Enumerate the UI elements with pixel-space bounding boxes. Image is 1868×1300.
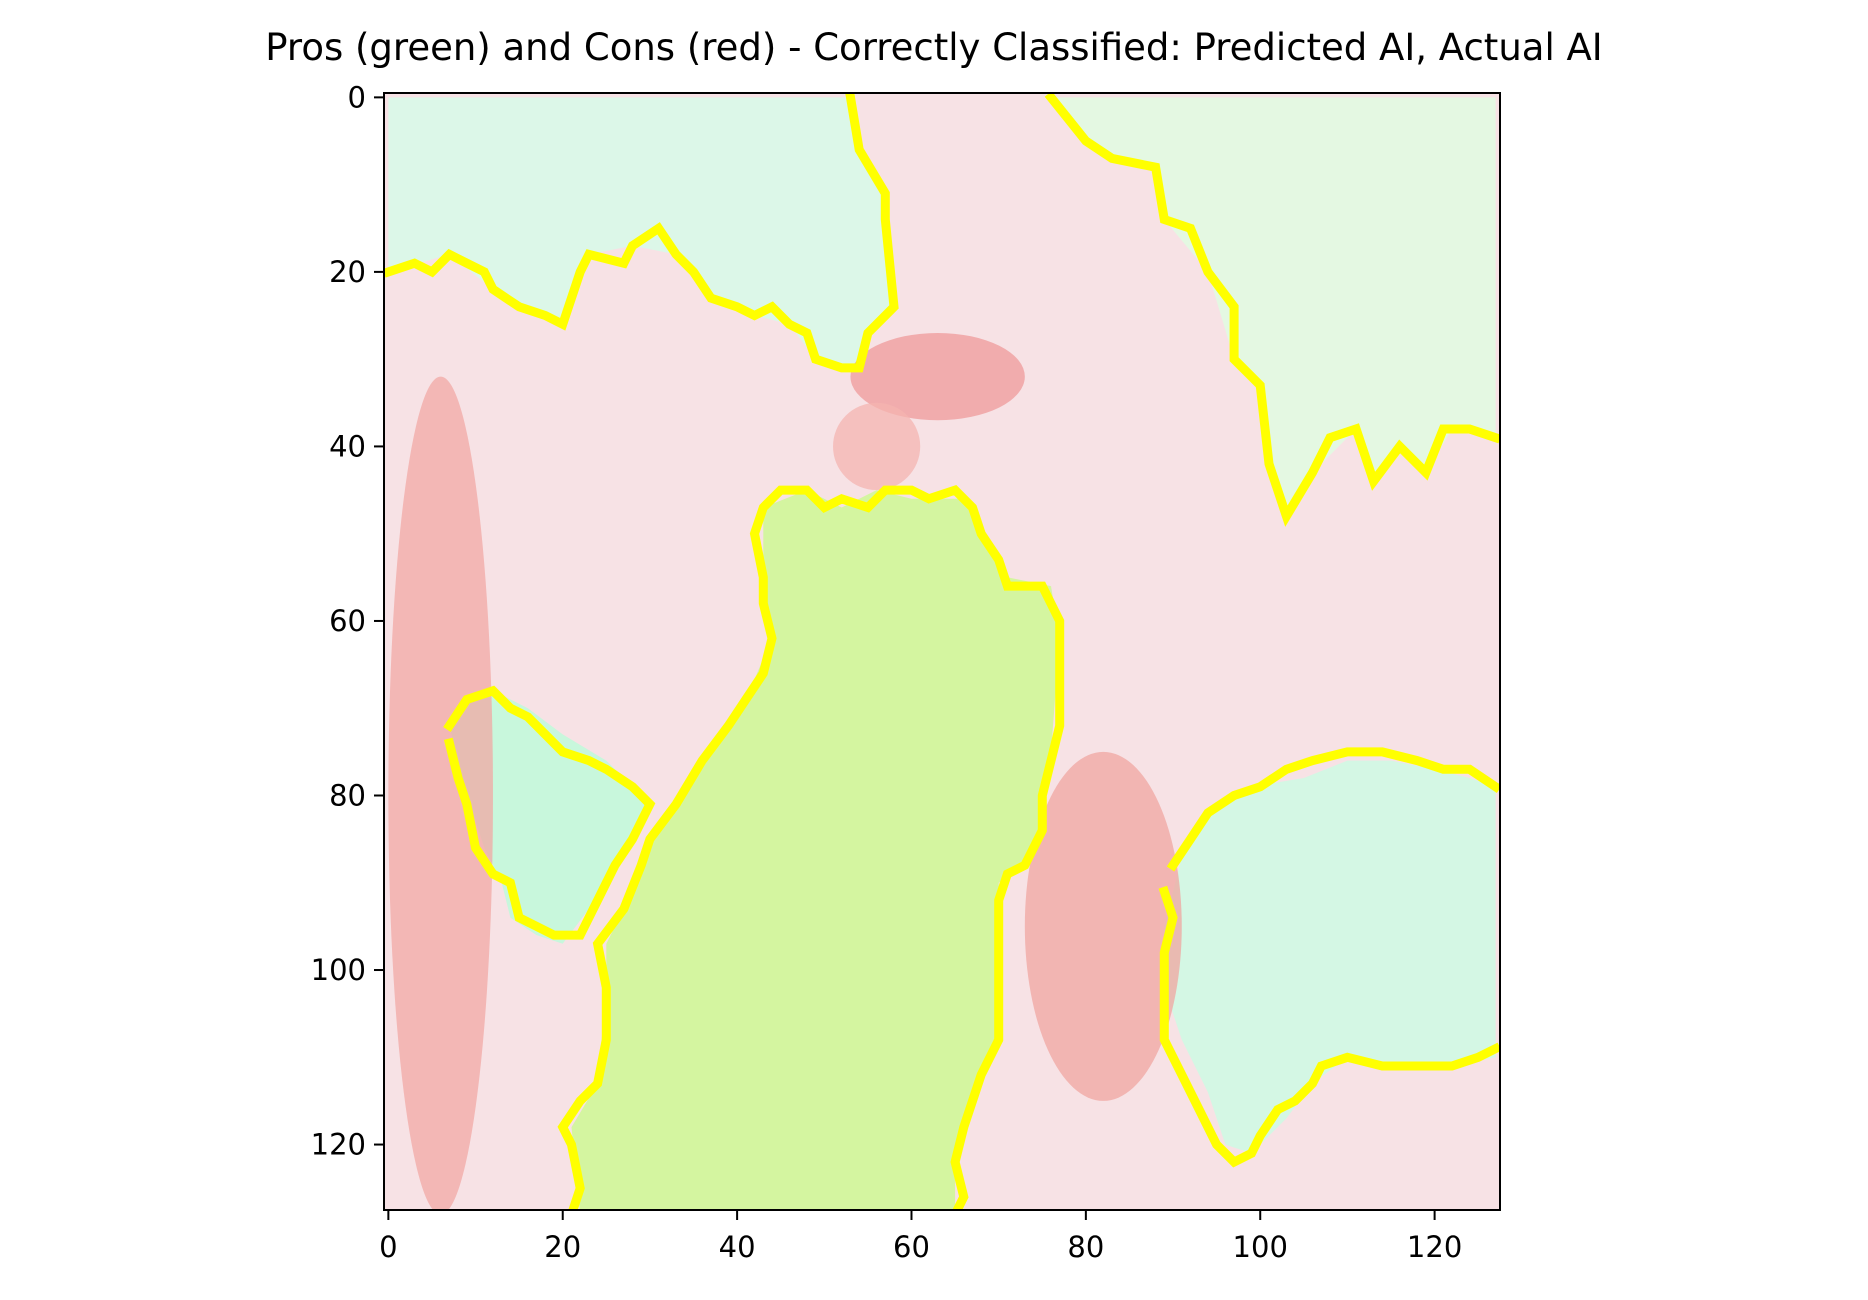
x-tick-label: 80 — [1067, 1230, 1104, 1264]
boundary-lower-right — [1166, 747, 1500, 872]
boundary-upper-left — [384, 93, 899, 373]
boundary-lower-right-lower — [1158, 885, 1500, 1168]
x-tick-label: 40 — [719, 1230, 756, 1264]
x-tick-label: 60 — [893, 1230, 930, 1264]
feature-left-tree-trunk — [388, 376, 493, 1210]
x-tick-label: 120 — [1407, 1230, 1462, 1264]
y-tick-label: 20 — [329, 255, 366, 289]
y-axis: 0 20 40 60 80 100 120 — [311, 80, 384, 1162]
region-lower-left-patch — [449, 690, 650, 944]
plot-frame — [383, 92, 1501, 1211]
y-tick-label: 60 — [329, 604, 366, 638]
x-tick-label: 20 — [544, 1230, 581, 1264]
y-tick-label: 80 — [329, 778, 366, 812]
boundary-lower-left — [443, 685, 656, 940]
feature-child-figure — [1024, 751, 1182, 1101]
feature-face — [833, 402, 921, 491]
x-tick-label: 0 — [379, 1230, 397, 1264]
boundary-upper-right — [1044, 93, 1500, 527]
y-tick-label: 120 — [311, 1128, 366, 1162]
x-axis: 0 20 40 60 80 100 120 — [379, 1210, 1462, 1264]
x-tick-label: 100 — [1233, 1230, 1288, 1264]
region-figure-dress — [571, 490, 1060, 1210]
regions-layer — [388, 97, 1496, 1210]
boundary-layer — [384, 93, 1500, 1210]
chart-title: Pros (green) and Cons (red) - Correctly … — [265, 26, 1603, 69]
feature-hat — [850, 332, 1025, 421]
features-layer — [388, 332, 1182, 1210]
y-tick-label: 100 — [311, 953, 366, 987]
boundary-dress — [557, 484, 1065, 1210]
region-lower-right-patch — [1164, 760, 1496, 1154]
y-tick-label: 0 — [348, 80, 366, 114]
y-tick-label: 40 — [329, 429, 366, 463]
